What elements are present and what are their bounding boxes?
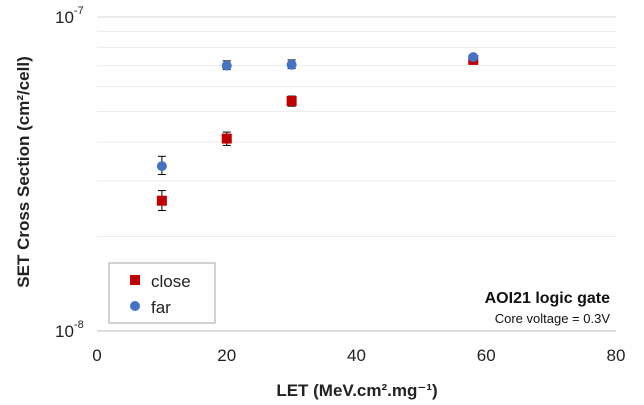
- gridlines: [97, 16, 616, 237]
- annotation-gate: AOI21 logic gate: [485, 290, 610, 307]
- x-tick-label: 40: [347, 346, 366, 365]
- legend-label-close: close: [151, 272, 191, 291]
- legend-marker-close: [130, 275, 140, 285]
- y-tick-label: 10-8: [55, 319, 84, 341]
- legend-box: [108, 262, 216, 324]
- data-point-far: [468, 52, 479, 63]
- data-point-far: [286, 59, 297, 70]
- x-axis-title: LET (MeV.cm².mg⁻¹): [276, 381, 437, 400]
- y-tick-label: 10-7: [55, 5, 84, 27]
- y-axis-title: SET Cross Section (cm²/cell): [14, 56, 33, 287]
- series-close: [156, 54, 479, 211]
- series-far: [156, 52, 479, 176]
- x-tick-label: 80: [607, 346, 626, 365]
- legend-label-far: far: [151, 298, 171, 317]
- data-point-close: [156, 195, 167, 206]
- data-point-close: [286, 96, 297, 107]
- data-point-far: [221, 60, 232, 71]
- y-tick-labels: 10-8 10-7: [55, 5, 84, 341]
- x-tick-labels: 0 20 40 60 80: [92, 346, 625, 365]
- data-point-close: [221, 133, 232, 144]
- legend-marker-far: [130, 301, 140, 311]
- data-series: [156, 52, 479, 211]
- legend: close far: [108, 262, 216, 324]
- x-tick-label: 0: [92, 346, 101, 365]
- annotation-voltage: Core voltage = 0.3V: [495, 311, 611, 326]
- x-tick-label: 20: [217, 346, 236, 365]
- x-tick-label: 60: [477, 346, 496, 365]
- data-point-far: [156, 161, 167, 172]
